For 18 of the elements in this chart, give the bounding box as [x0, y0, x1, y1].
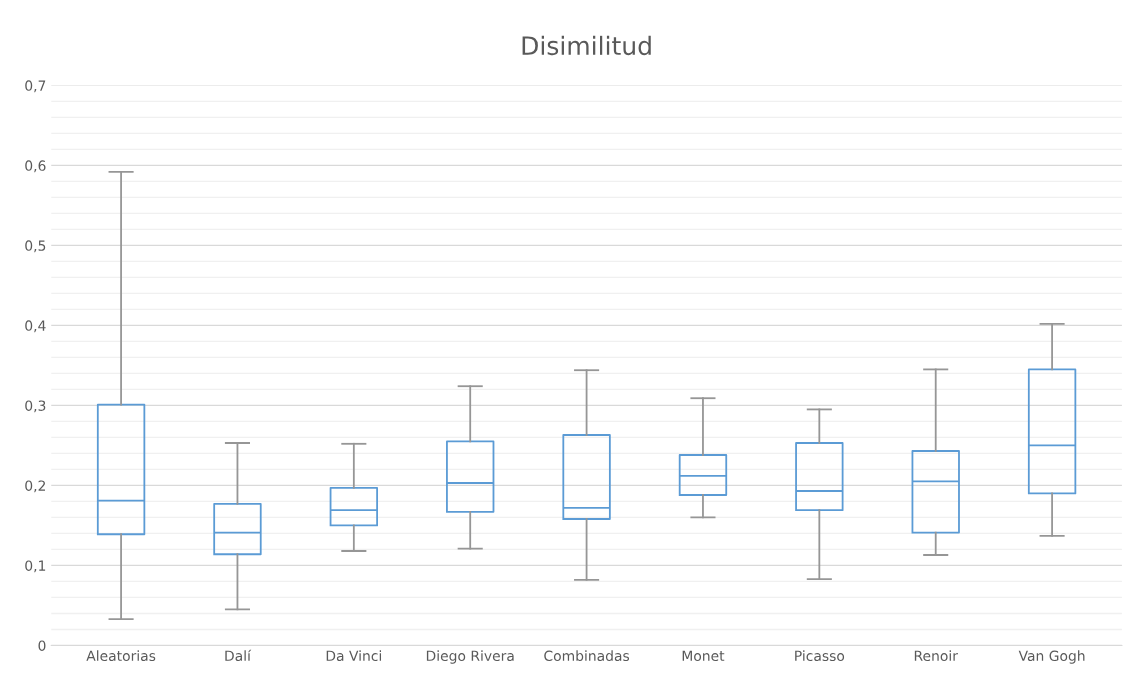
x-tick-label: Diego Rivera: [426, 650, 514, 664]
y-tick-label: 0,3: [25, 400, 46, 413]
x-tick-label: Renoir: [914, 650, 958, 662]
x-tick-label: Monet: [682, 650, 725, 662]
x-tick-label: Aleatorias: [86, 650, 156, 662]
x-tick-label: Dalí: [225, 649, 252, 662]
y-tick-label: 0,5: [25, 240, 46, 253]
y-tick-label: 0,4: [25, 320, 46, 333]
y-tick-label: 0,7: [25, 80, 46, 93]
x-tick-label: Van Gogh: [1018, 650, 1085, 664]
x-tick-label: Combinadas: [544, 650, 630, 662]
y-tick-label: 0,1: [25, 560, 46, 573]
y-tick-label: 0: [38, 640, 46, 651]
x-tick-label: Da Vinci: [326, 650, 382, 662]
chart-title: Disimilitud: [522, 35, 651, 56]
y-tick-label: 0,6: [25, 160, 46, 173]
y-tick-label: 0,2: [25, 480, 45, 493]
x-tick-label: Picasso: [795, 650, 845, 662]
